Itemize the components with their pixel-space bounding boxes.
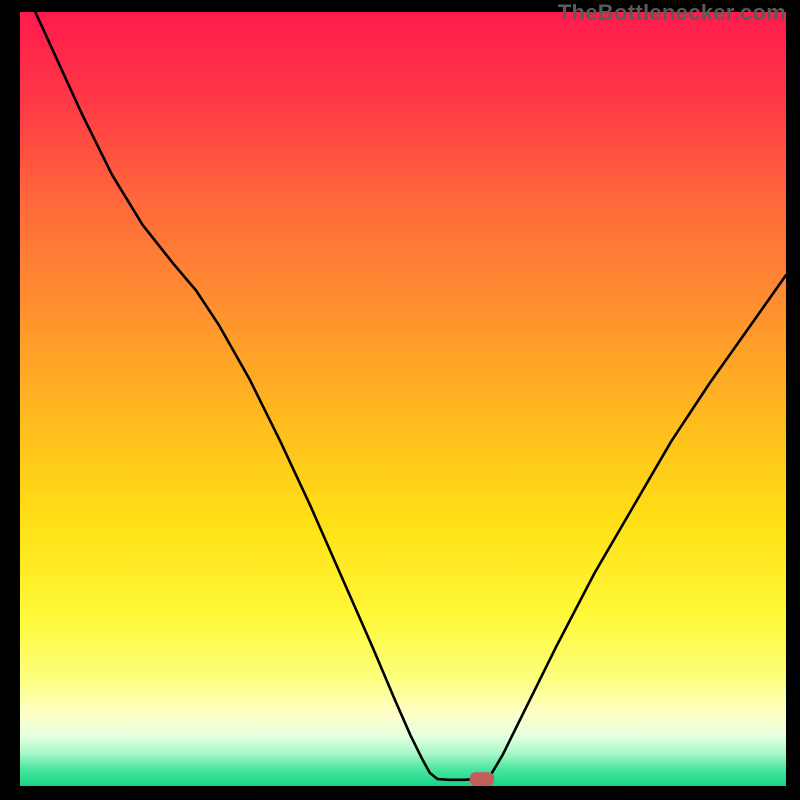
chart-root: TheBottlenecker.com — [0, 0, 800, 800]
bottleneck-curve — [35, 12, 786, 780]
watermark-text: TheBottlenecker.com — [558, 0, 786, 26]
optimal-marker — [470, 772, 495, 786]
plot-overlay — [20, 12, 786, 786]
